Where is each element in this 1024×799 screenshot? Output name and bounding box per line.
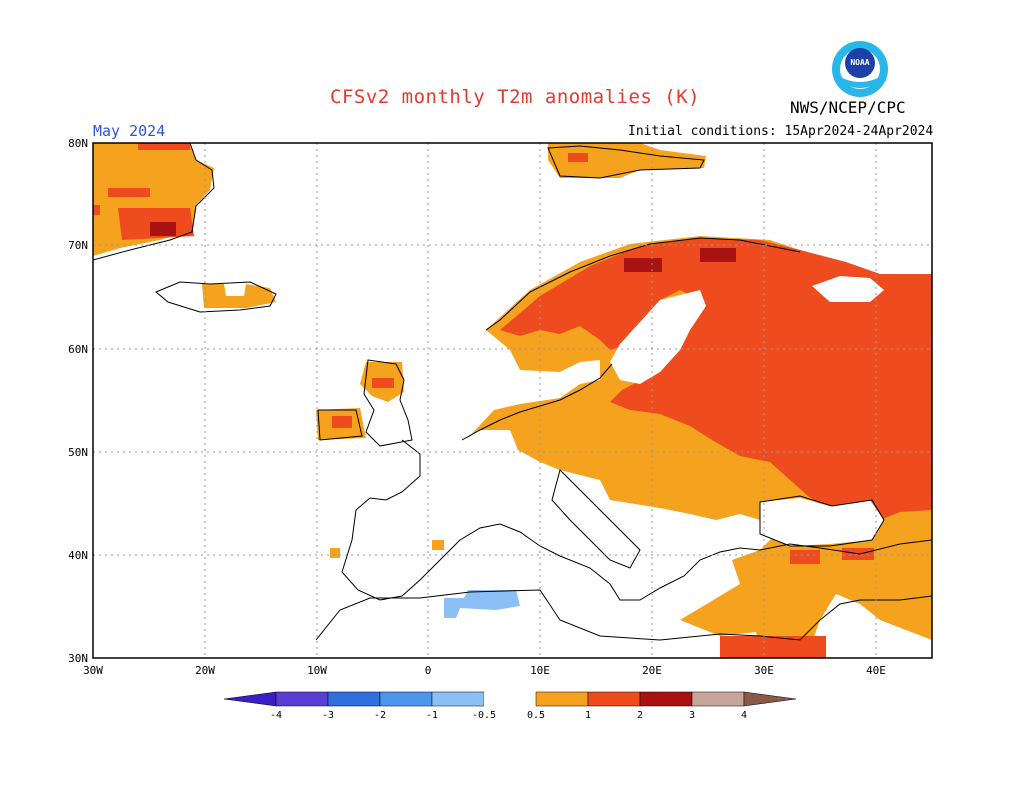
lon-label-10w: 10W [307, 664, 327, 677]
lat-label-50n: 50N [68, 446, 88, 459]
anomaly-greenland-extreme [150, 222, 176, 236]
anomaly-greenland-strong [93, 143, 194, 240]
baltic-sea-gap [610, 290, 706, 384]
anomaly-fields [93, 143, 932, 658]
lon-label-40e: 40E [866, 664, 886, 677]
anomaly-scandinavia-strong [500, 238, 932, 520]
legend-bin--3_-2 [327, 691, 381, 707]
grid-lines [93, 143, 932, 658]
legend-label: 3 [689, 710, 695, 721]
map-title: CFSv2 monthly T2m anomalies (K) [330, 86, 701, 108]
barents-gap [812, 276, 884, 302]
legend-bin--1_-0.5 [431, 691, 485, 707]
legend-bin-1_2 [587, 691, 641, 707]
legend-bin-2_3 [639, 691, 693, 707]
lon-label-0: 0 [425, 664, 432, 677]
lat-label-40n: 40N [68, 549, 88, 562]
legend-bin--2_-1 [379, 691, 433, 707]
legend-label: 2 [637, 710, 643, 721]
legend-label: -3 [322, 710, 334, 721]
map-frame [92, 142, 933, 659]
anomaly-sahara-cool [444, 590, 520, 618]
anomaly-uk-strong [332, 378, 394, 428]
anomaly-iceland [202, 284, 276, 308]
lon-label-30w: 30W [83, 664, 103, 677]
forecast-month: May 2024 [93, 122, 166, 140]
coast-svalbard [547, 145, 705, 179]
lat-label-70n: 70N [68, 239, 88, 252]
anomaly-greenland [93, 143, 214, 256]
coast-italy [551, 469, 641, 569]
lon-label-10e: 10E [530, 664, 550, 677]
lon-label-20e: 20E [642, 664, 662, 677]
legend-label: 4 [741, 710, 747, 721]
lat-label-80n: 80N [68, 137, 88, 150]
logo-text: NOAA [850, 58, 869, 67]
legend-label: -4 [270, 710, 282, 721]
coast-uk [317, 359, 413, 447]
anomaly-iberia [330, 540, 444, 558]
legend-label: -1 [426, 710, 438, 721]
legend-bin--4_-3 [275, 691, 329, 707]
color-legend: -4 -3 -2 -1 -0.5 0.5 1 2 3 4 [223, 691, 797, 721]
anomaly-turkey-strong [790, 548, 874, 564]
anomaly-svalbard-strong [568, 153, 588, 162]
lat-label-60n: 60N [68, 343, 88, 356]
lon-axis: 30W 20W 10W 0 10E 20E 30E 40E [83, 664, 886, 677]
anomaly-lapland-extreme [624, 248, 736, 272]
legend-bin-0.5_1 [535, 691, 589, 707]
agency-label: NWS/NCEP/CPC [790, 98, 906, 117]
legend-arrow-low [223, 691, 277, 707]
legend-label: 0.5 [527, 710, 545, 721]
lat-axis: 80N 70N 60N 50N 40N 30N [68, 137, 88, 665]
lat-label-30n: 30N [68, 652, 88, 665]
legend-label: -0.5 [472, 710, 496, 721]
black-sea-gap [760, 498, 884, 546]
legend-bin-3_4 [691, 691, 745, 707]
anomaly-uk [316, 362, 404, 440]
legend-bin-neutral [484, 692, 536, 706]
initial-conditions: Initial conditions: 15Apr2024-24Apr2024 [628, 124, 934, 139]
anomaly-svalbard [548, 143, 706, 178]
anomaly-egypt-strong [720, 636, 826, 658]
noaa-logo: NOAA [831, 40, 889, 98]
legend-label: 1 [585, 710, 591, 721]
lon-label-30e: 30E [754, 664, 774, 677]
coast-europe [315, 237, 933, 641]
coast-iceland [155, 281, 277, 313]
lon-label-20w: 20W [195, 664, 215, 677]
coastlines [92, 142, 933, 641]
legend-label: -2 [374, 710, 386, 721]
coast-greenland [92, 142, 215, 261]
legend-arrow-high [743, 691, 797, 707]
coast-black-sea [759, 495, 885, 547]
anomaly-east-europe [466, 236, 932, 648]
